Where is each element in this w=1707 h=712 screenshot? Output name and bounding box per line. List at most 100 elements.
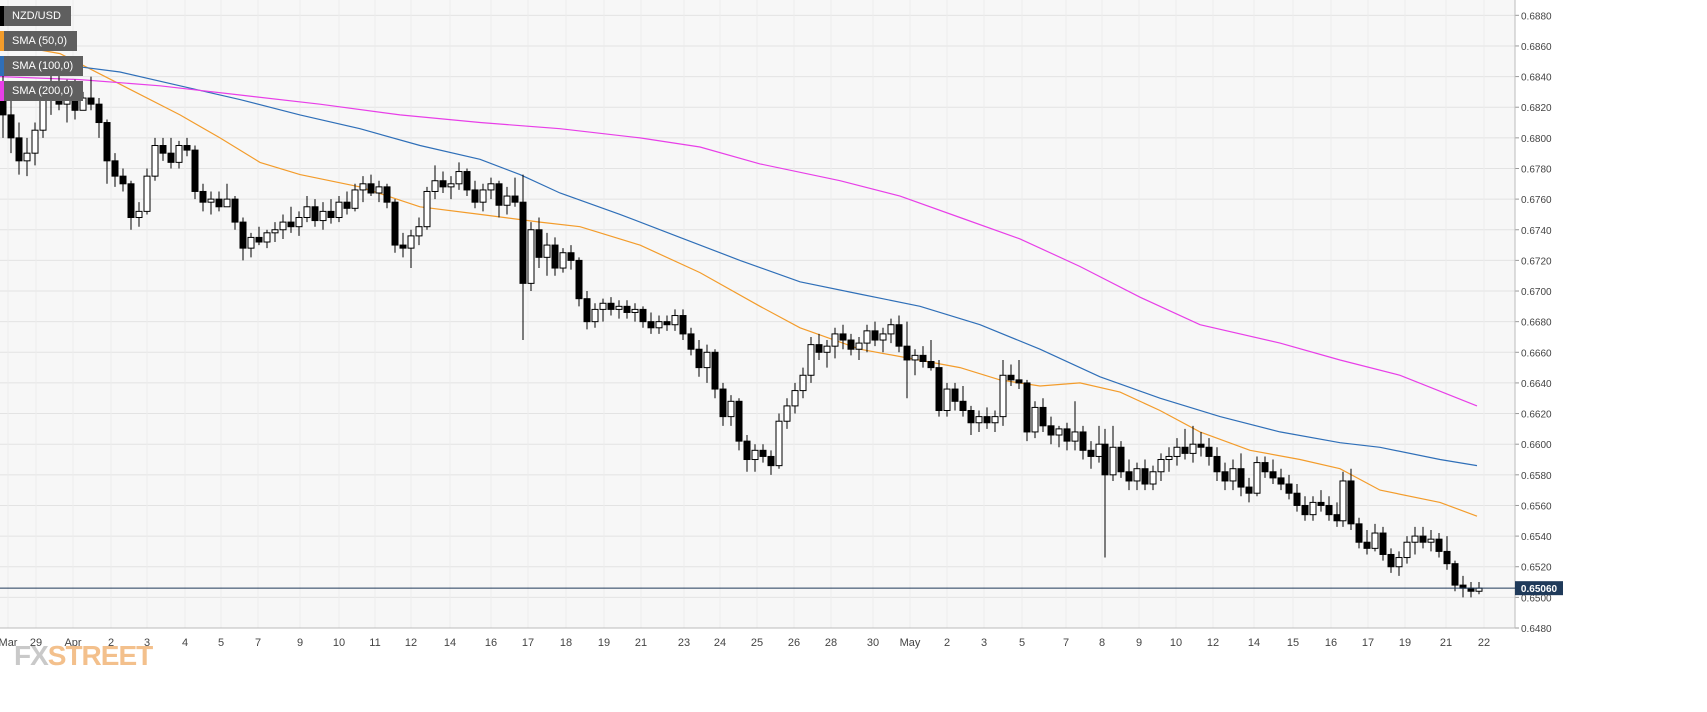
candle-up	[783, 405, 791, 422]
x-tick-label: 10	[333, 637, 345, 649]
candle-down	[1347, 480, 1355, 525]
candle-down	[815, 344, 823, 353]
grid	[0, 0, 1515, 629]
candle-down	[1063, 428, 1071, 442]
legend-item-nzdusd[interactable]: NZD/USD	[0, 6, 83, 26]
y-tick-label: 0.6680	[1521, 318, 1552, 329]
current-price-tag: 0.65060	[1515, 581, 1563, 596]
candle-down	[1117, 446, 1125, 473]
candle-down	[1023, 382, 1031, 433]
candle-up	[143, 175, 151, 212]
candle-down	[623, 305, 631, 313]
candle-down	[1101, 443, 1109, 476]
candle-down	[327, 210, 335, 219]
candle-up	[655, 321, 663, 329]
legend: NZD/USD SMA (50,0) SMA (100,0) SMA (200,…	[0, 6, 84, 106]
x-tick-label: 8	[1099, 637, 1105, 649]
candle-up	[855, 342, 863, 350]
legend-label: SMA (200,0)	[4, 81, 84, 101]
x-tick-label: 7	[1063, 637, 1069, 649]
y-tick-label: 0.6640	[1521, 379, 1552, 390]
candle-up	[1055, 428, 1063, 436]
candle-up	[1309, 501, 1317, 516]
candle-up	[671, 315, 679, 326]
candle-down	[15, 137, 23, 162]
candle-up	[599, 302, 607, 310]
x-tick-label: 26	[788, 637, 800, 649]
candle-down	[383, 186, 391, 203]
legend-label: SMA (50,0)	[4, 31, 78, 51]
candle-up	[1109, 446, 1117, 476]
legend-label: NZD/USD	[4, 6, 71, 26]
candle-down	[391, 201, 399, 246]
candle-down	[1277, 477, 1285, 485]
x-tick-label: 29	[30, 637, 42, 649]
candle-down	[983, 416, 991, 424]
x-tick-label: Apr	[64, 637, 81, 649]
candle-down	[679, 315, 687, 335]
candle-up	[271, 229, 279, 234]
candle-down	[871, 330, 879, 341]
y-tick-label: 0.6520	[1521, 563, 1552, 574]
candle-up	[455, 171, 463, 185]
x-tick-label: 19	[598, 637, 610, 649]
legend-swatch	[0, 56, 4, 76]
candle-up	[1165, 455, 1173, 461]
sma-lines	[0, 42, 1478, 517]
x-tick-label: 12	[405, 637, 417, 649]
x-tick-label: 9	[1136, 637, 1142, 649]
y-tick-label: 0.6700	[1521, 287, 1552, 298]
candle-down	[191, 149, 199, 192]
candle-up	[423, 190, 431, 228]
x-tick-label: 14	[444, 637, 456, 649]
candle-down	[159, 145, 167, 154]
candle-up	[303, 206, 311, 219]
candle-up	[1031, 406, 1039, 433]
candle-up	[407, 235, 415, 249]
candle-down	[215, 198, 223, 208]
x-axis: Mar 29 Apr 2 3 4 5 7 9 10 11 12 14 16 17 18 19 21 23 24 25 26…	[0, 627, 1515, 649]
legend-item-sma100[interactable]: SMA (100,0)	[0, 56, 84, 76]
candle-down	[847, 339, 855, 350]
x-tick-label: 24	[714, 637, 726, 649]
candle-up	[591, 308, 599, 323]
candle-down	[95, 103, 103, 124]
candle-up	[1395, 557, 1403, 568]
candle-up	[431, 180, 439, 192]
candle-up	[1173, 446, 1181, 457]
candle-down	[1007, 374, 1015, 381]
candle-down	[231, 198, 239, 223]
x-tick-label: 3	[144, 637, 150, 649]
candle-down	[511, 195, 519, 203]
y-tick-label: 0.6580	[1521, 471, 1552, 482]
candle-down	[967, 409, 975, 424]
y-tick-label: 0.6600	[1521, 440, 1552, 451]
candle-up	[263, 232, 271, 243]
candle-down	[311, 206, 319, 222]
candle-down	[951, 388, 959, 402]
candle-down	[903, 345, 911, 361]
candle-down	[535, 229, 543, 258]
candle-up	[527, 229, 535, 284]
candle-up	[1403, 541, 1411, 559]
candle-up	[1229, 468, 1237, 482]
candle-down	[1301, 504, 1309, 516]
x-tick-label: 22	[1478, 637, 1490, 649]
x-tick-label: 14	[1248, 637, 1260, 649]
candle-down	[1079, 431, 1087, 451]
candle-up	[415, 226, 423, 237]
candle-down	[239, 221, 247, 249]
candle-down	[1261, 462, 1269, 473]
candle-up	[1157, 459, 1165, 473]
legend-item-sma200[interactable]: SMA (200,0)	[0, 81, 84, 101]
candle-up	[335, 201, 343, 219]
candle-down	[735, 400, 743, 442]
legend-item-sma50[interactable]: SMA (50,0)	[0, 31, 83, 51]
candle-up	[751, 449, 759, 461]
candle-down	[255, 236, 263, 243]
candle-down	[575, 259, 583, 300]
candle-up	[991, 416, 999, 424]
candle-down	[1325, 504, 1333, 516]
candle-down	[1435, 538, 1443, 552]
